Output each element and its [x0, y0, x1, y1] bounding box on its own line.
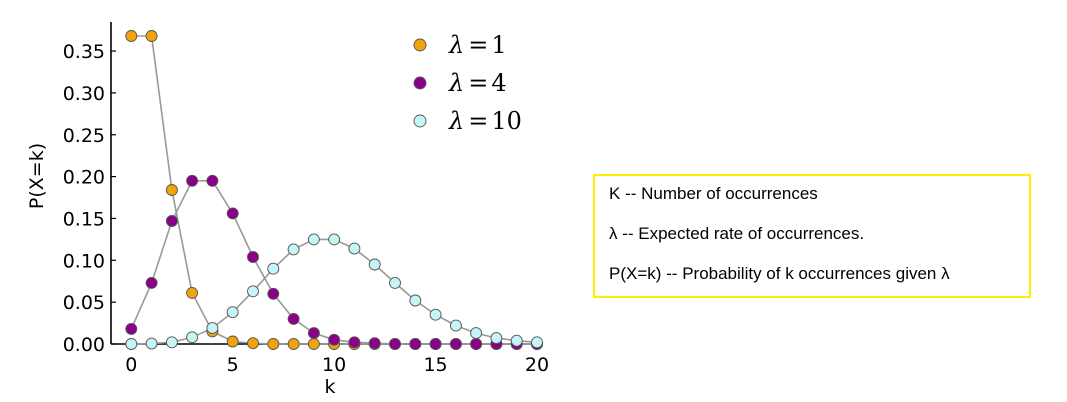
- y-axis-label: P(X=k): [26, 143, 48, 209]
- x-tick-label: 5: [227, 354, 239, 376]
- y-tick-label: 0.30: [63, 83, 105, 105]
- x-tick-label: 20: [525, 354, 549, 376]
- series-2-point: [267, 262, 280, 275]
- series-0-point: [267, 338, 280, 350]
- info-line-probability: P(X=k) -- Probability of k occurrences g…: [609, 264, 950, 283]
- series-1-point: [348, 336, 361, 349]
- y-tick-label: 0.05: [63, 292, 105, 314]
- legend-label-2: λ = 10: [448, 107, 522, 135]
- series-0-point: [145, 30, 158, 42]
- y-tick-label: 0.00: [63, 334, 105, 356]
- series-2-point: [409, 294, 422, 307]
- series-1-point: [247, 251, 259, 263]
- series-1-point: [429, 338, 442, 350]
- legend-label-1: λ = 4: [448, 69, 507, 97]
- series-2-point: [510, 334, 523, 347]
- y-tick-label: 0.20: [63, 167, 105, 189]
- x-tick-label: 0: [125, 354, 137, 376]
- series-1-point: [125, 322, 138, 335]
- series-2-point: [206, 322, 219, 335]
- series-0-point: [226, 335, 239, 348]
- poisson-chart: 0.00 0.05 0.10 0.15 0.20 0.25 0.30 0.35 0 5 10 15 20…: [26, 22, 549, 398]
- series-2-point: [348, 242, 361, 255]
- series-1-point: [267, 287, 280, 300]
- series-1-point: [368, 337, 381, 350]
- info-line-k: K -- Number of occurrences: [609, 184, 818, 203]
- series-0-point: [247, 337, 259, 350]
- chart-ticks: 0.00 0.05 0.10 0.15 0.20 0.25 0.30 0.35 0 5 10 15 20: [63, 41, 549, 376]
- series-line-1: [130, 180, 537, 345]
- legend-label-0: λ = 1: [448, 31, 507, 59]
- legend-marker-2: [413, 114, 427, 128]
- series-0-point: [125, 30, 138, 42]
- x-tick-label: 15: [423, 354, 447, 376]
- chart-svg: 0.00 0.05 0.10 0.15 0.20 0.25 0.30 0.35 0 5 10 15 20…: [26, 22, 549, 398]
- series-2-point: [125, 338, 138, 350]
- series-2-point: [490, 332, 503, 345]
- series-2-point: [247, 285, 259, 298]
- series-1-point: [449, 338, 462, 350]
- legend-marker-1: [413, 76, 427, 90]
- series-2-point: [449, 319, 462, 332]
- series-2-point: [186, 331, 199, 344]
- x-axis-label: k: [324, 376, 335, 398]
- series-1-point: [409, 338, 422, 350]
- series-0-point: [186, 286, 199, 299]
- y-tick-label: 0.10: [63, 250, 105, 272]
- series-1-point: [165, 215, 178, 227]
- legend-info-box: K -- Number of occurrences λ -- Expected…: [593, 174, 1031, 298]
- series-1-point: [389, 338, 401, 350]
- series-2-point: [470, 327, 483, 340]
- legend-marker-0: [413, 38, 427, 52]
- series-2-point: [165, 336, 178, 349]
- series-1-point: [186, 174, 199, 187]
- x-tick-label: 10: [322, 354, 346, 376]
- series-2-point: [226, 306, 239, 319]
- series-2-point: [429, 308, 442, 321]
- chart-series-points: [125, 30, 543, 350]
- series-1-point: [307, 327, 320, 340]
- series-1-point: [145, 276, 158, 289]
- series-2-point: [307, 233, 320, 246]
- series-2-point: [145, 337, 158, 350]
- series-0-point: [307, 338, 320, 350]
- series-2-point: [368, 258, 381, 271]
- series-1-point: [470, 338, 483, 350]
- series-2-point: [389, 276, 401, 289]
- series-2-point: [328, 233, 341, 246]
- series-2-point: [531, 336, 543, 349]
- series-0-point: [165, 184, 178, 196]
- y-tick-label: 0.35: [63, 41, 105, 63]
- series-1-point: [287, 312, 300, 325]
- y-tick-label: 0.15: [63, 208, 105, 230]
- info-line-lambda: λ -- Expected rate of occurrences.: [609, 224, 865, 243]
- series-2-point: [287, 243, 300, 256]
- chart-legend: λ = 1 λ = 4 λ = 10: [413, 31, 522, 135]
- series-1-point: [328, 333, 341, 346]
- series-1-point: [226, 207, 239, 220]
- y-tick-label: 0.25: [63, 125, 105, 147]
- series-1-point: [206, 174, 219, 187]
- series-0-point: [287, 338, 300, 350]
